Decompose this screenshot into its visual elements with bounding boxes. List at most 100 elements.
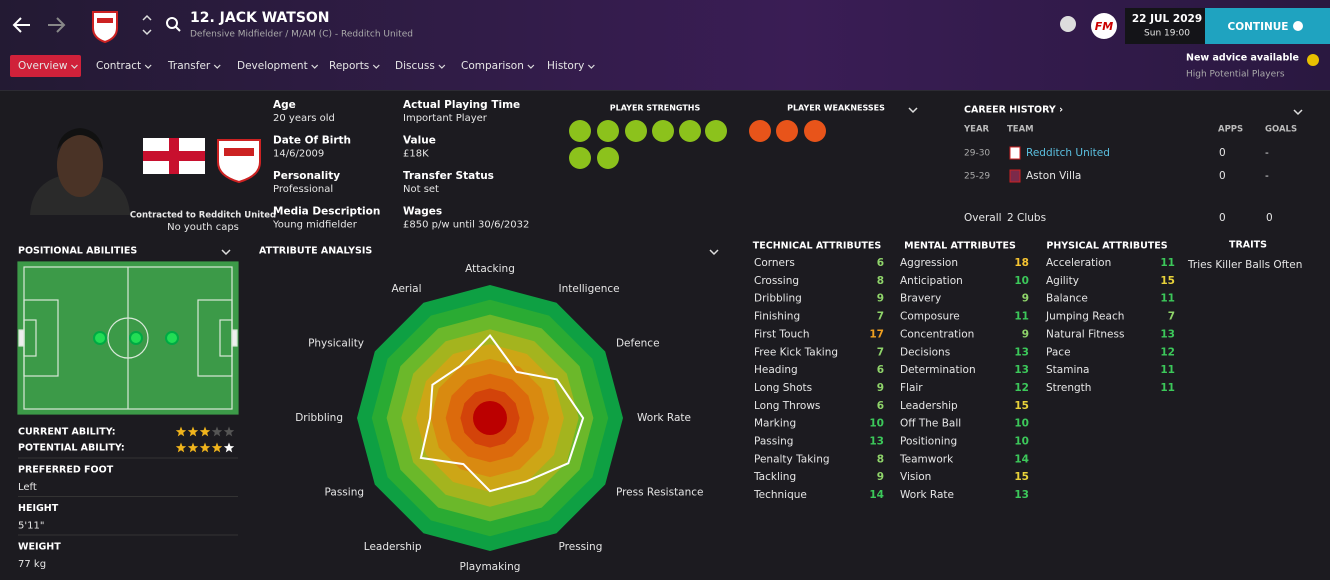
attribute-name: Off The Ball xyxy=(900,418,961,430)
attribute-value: 8 xyxy=(877,275,884,287)
radar-core xyxy=(473,401,507,435)
radar-axis-label: Press Resistance xyxy=(616,487,704,499)
attribute-name: Natural Fitness xyxy=(1046,328,1124,340)
fm-logo[interactable] xyxy=(1091,13,1117,39)
attribute-group-title: TECHNICAL ATTRIBUTES xyxy=(753,241,882,252)
attribute-name: Acceleration xyxy=(1046,257,1111,269)
attribute-name: Marking xyxy=(754,418,796,430)
attribute-name: First Touch xyxy=(754,328,810,340)
strengths-title: PLAYER STRENGTHS xyxy=(610,104,701,113)
tab-caret xyxy=(213,64,221,69)
youth-caps: No youth caps xyxy=(167,222,239,233)
attribute-value: 11 xyxy=(1160,293,1175,305)
attribute-name: Jumping Reach xyxy=(1045,311,1124,323)
game-icon[interactable] xyxy=(1060,16,1076,32)
career-cell: - xyxy=(1265,147,1269,159)
england-flag xyxy=(143,138,205,174)
player-name: 12. JACK WATSON xyxy=(190,10,330,26)
attribute-name: Tackling xyxy=(753,471,796,483)
attribute-value: 13 xyxy=(1014,489,1029,501)
attribute-name: Positioning xyxy=(900,436,957,448)
attribute-value: 7 xyxy=(877,311,884,323)
attribute-value: 10 xyxy=(1014,275,1029,287)
career-cell: Redditch United xyxy=(1026,147,1110,159)
star xyxy=(223,426,235,437)
field-value: Not set xyxy=(403,184,439,195)
radar-axis-label: Pressing xyxy=(559,541,603,553)
attribute-value: 13 xyxy=(1014,364,1029,376)
attribute-value: 17 xyxy=(869,328,884,340)
career-title: CAREER HISTORY › xyxy=(964,105,1063,116)
attribute-value: 12 xyxy=(1160,346,1175,358)
attribute-value: 15 xyxy=(1160,275,1175,287)
expand[interactable] xyxy=(908,107,918,114)
star-rating xyxy=(175,426,235,437)
star xyxy=(211,426,223,437)
search-icon[interactable] xyxy=(166,17,181,32)
radar-axis-label: Leadership xyxy=(364,541,422,553)
attribute-name: Bravery xyxy=(900,293,941,305)
field-value: £18K xyxy=(403,149,429,160)
back-button[interactable] xyxy=(12,17,30,33)
attribute-value: 7 xyxy=(877,346,884,358)
attribute-name: Vision xyxy=(900,471,931,483)
attribute-name: Penalty Taking xyxy=(754,453,830,465)
career-total: 0 xyxy=(1266,212,1273,224)
nav-tab[interactable]: Development xyxy=(237,60,308,72)
radar-profile xyxy=(419,333,585,493)
star xyxy=(175,426,187,437)
nav-tab[interactable]: Overview xyxy=(18,60,68,72)
detail-label: HEIGHT xyxy=(18,503,59,514)
attribute-name: Stamina xyxy=(1046,364,1089,376)
tab-active[interactable] xyxy=(10,55,81,77)
attribute-value: 7 xyxy=(1168,311,1175,323)
radar-axis-label: Aerial xyxy=(391,283,421,295)
tab-caret xyxy=(438,64,446,69)
radar-axis-label: Dribbling xyxy=(295,412,343,424)
attribute-name: Decisions xyxy=(900,346,950,358)
attribute-value: 9 xyxy=(1022,293,1029,305)
attribute-value: 11 xyxy=(1160,257,1175,269)
tab-caret xyxy=(527,64,535,69)
field-label: Actual Playing Time xyxy=(403,99,520,111)
field-label: Transfer Status xyxy=(403,170,494,182)
field-label: Personality xyxy=(273,170,340,182)
radar-axis-label: Defence xyxy=(616,338,660,350)
expand[interactable] xyxy=(709,249,719,256)
date: 22 JUL 2029 xyxy=(1132,13,1202,25)
player-switch[interactable] xyxy=(142,14,152,36)
career-cell: - xyxy=(1265,170,1269,182)
nav-tab[interactable]: History xyxy=(547,60,584,72)
attribute-value: 14 xyxy=(869,489,884,501)
attribute-name: Free Kick Taking xyxy=(754,346,838,358)
tab-caret xyxy=(587,64,595,69)
attribute-group-title: PHYSICAL ATTRIBUTES xyxy=(1046,241,1167,252)
nav-tab[interactable]: Reports xyxy=(329,60,369,72)
nav-tab[interactable]: Comparison xyxy=(461,60,524,72)
attribute-name: Technique xyxy=(753,489,807,501)
expand[interactable] xyxy=(221,249,231,256)
forward-button[interactable] xyxy=(48,17,66,33)
continue-button[interactable] xyxy=(1205,8,1330,44)
radar-axis-label: Intelligence xyxy=(559,283,620,295)
date-box xyxy=(1125,8,1205,44)
attribute-name: Concentration xyxy=(900,328,974,340)
star xyxy=(223,442,235,453)
attribute-name: Anticipation xyxy=(900,275,963,287)
expand[interactable] xyxy=(1293,109,1303,116)
radar-axis-label: Attacking xyxy=(465,263,515,275)
trait: Tries Killer Balls Often xyxy=(1187,259,1302,271)
attribute-name: Long Shots xyxy=(754,382,812,394)
nav-tab[interactable]: Transfer xyxy=(167,60,211,72)
current-ability-label: CURRENT ABILITY: xyxy=(18,427,116,438)
nav-tab[interactable]: Contract xyxy=(96,60,141,72)
strength-icon xyxy=(705,120,727,142)
attribute-name: Work Rate xyxy=(900,489,954,501)
attribute-value: 9 xyxy=(877,293,884,305)
advice-badge[interactable] xyxy=(1307,54,1319,66)
attribute-value: 13 xyxy=(1160,328,1175,340)
field-value: 14/6/2009 xyxy=(273,149,324,160)
nav-tab[interactable]: Discuss xyxy=(395,60,435,72)
field-value: Young midfielder xyxy=(272,220,358,231)
